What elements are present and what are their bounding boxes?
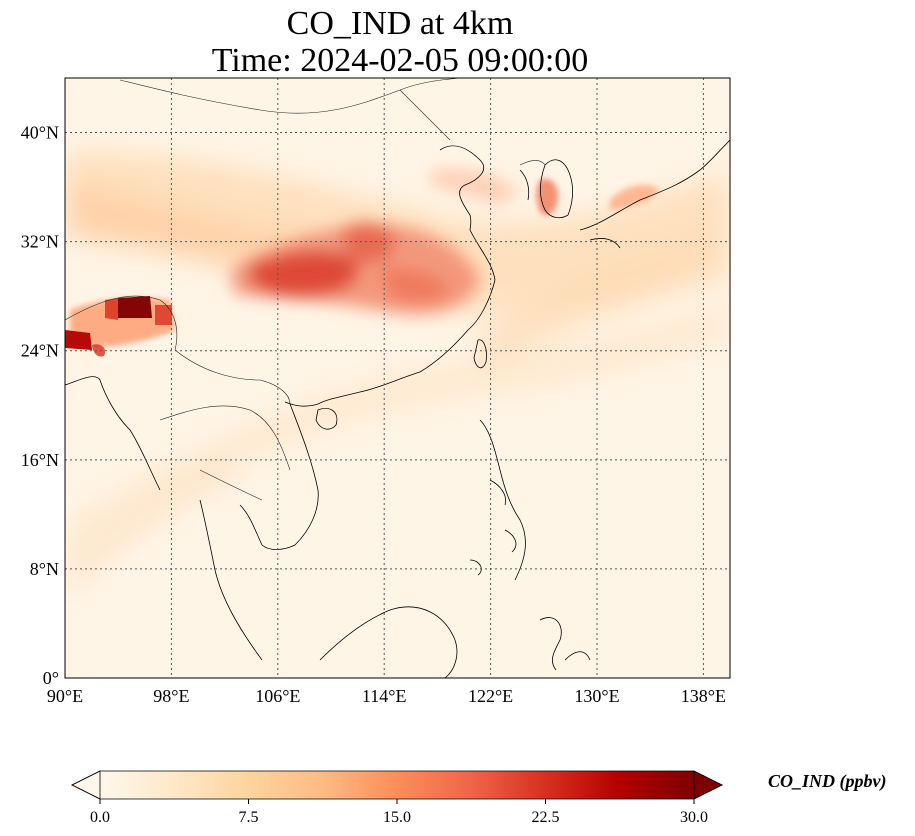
pacific-plume [480,240,730,370]
bohai-coast [439,145,485,231]
westerly-plume [65,180,330,270]
latitude-tick-labels: 0° 8°N 16°N 24°N 32°N 40°N [21,123,59,688]
borneo-coast [319,606,458,678]
south-asia-hotspots [65,296,175,357]
lat-tick-label: 40°N [21,123,59,143]
new-guinea-coast [564,651,591,661]
map-subtitle-time: Time: 2024-02-05 09:00:00 [211,42,589,79]
lon-tick-label: 130°E [574,686,619,706]
indochina-coast [239,403,319,550]
sulawesi-coast [539,617,562,671]
bay-bengal-coast [65,376,161,491]
philippines-islands [469,479,517,576]
lat-tick-label: 8°N [30,559,59,579]
south-plume [65,300,730,560]
colorbar-tick-labels: 0.0 7.5 15.0 22.5 30.0 [90,799,708,826]
malay-coast [199,499,263,661]
colorbar-tick-label: 7.5 [239,809,259,826]
korea-yellow-sea [519,169,530,201]
coastlines [65,139,730,678]
colorbar-bar [100,771,694,799]
concentration-field [65,150,730,600]
country-borders [65,78,546,501]
colorbar-tick-label: 22.5 [532,809,560,826]
colorbar-tick-label: 30.0 [680,809,708,826]
lon-tick-label: 122°E [468,686,513,706]
colorbar-extend-min [71,770,101,800]
gridlines [65,78,730,678]
hainan-coast [315,408,338,430]
lat-tick-label: 24°N [21,341,59,361]
japan-coast [579,139,730,231]
colorbar-tick-label: 0.0 [90,809,110,826]
colorbar-tick-label: 15.0 [383,809,411,826]
colorbar: 0.0 7.5 15.0 22.5 30.0 [71,770,723,826]
lat-tick-label: 0° [43,668,59,688]
lat-tick-label: 32°N [21,232,59,252]
lon-tick-label: 138°E [681,686,726,706]
colorbar-extend-max [693,770,723,800]
lon-tick-label: 98°E [153,686,189,706]
lon-tick-label: 90°E [47,686,83,706]
lat-tick-label: 16°N [21,450,59,470]
taiwan-coast [473,339,487,369]
longitude-tick-labels: 90°E 98°E 106°E 114°E 122°E 130°E 138°E [47,686,726,706]
china-coast [284,229,496,407]
philippines-coast [479,419,526,581]
korea-hotspot [536,178,559,216]
colorbar-title: CO_IND (ppbv) [768,771,887,791]
korea-japan-hotspots [536,178,660,216]
tibet-edge-hotspot [118,296,152,318]
japan-coast-2 [589,238,621,249]
korea-coast [540,159,574,219]
bangladesh-hotspot [65,330,92,350]
central-china-band [230,168,520,314]
japan-hotspot [610,184,660,210]
map-title: CO_IND at 4km [286,5,514,42]
map-frame [64,77,731,679]
lon-tick-label: 114°E [362,686,407,706]
lon-tick-label: 106°E [255,686,300,706]
indochina-plume [65,460,240,600]
